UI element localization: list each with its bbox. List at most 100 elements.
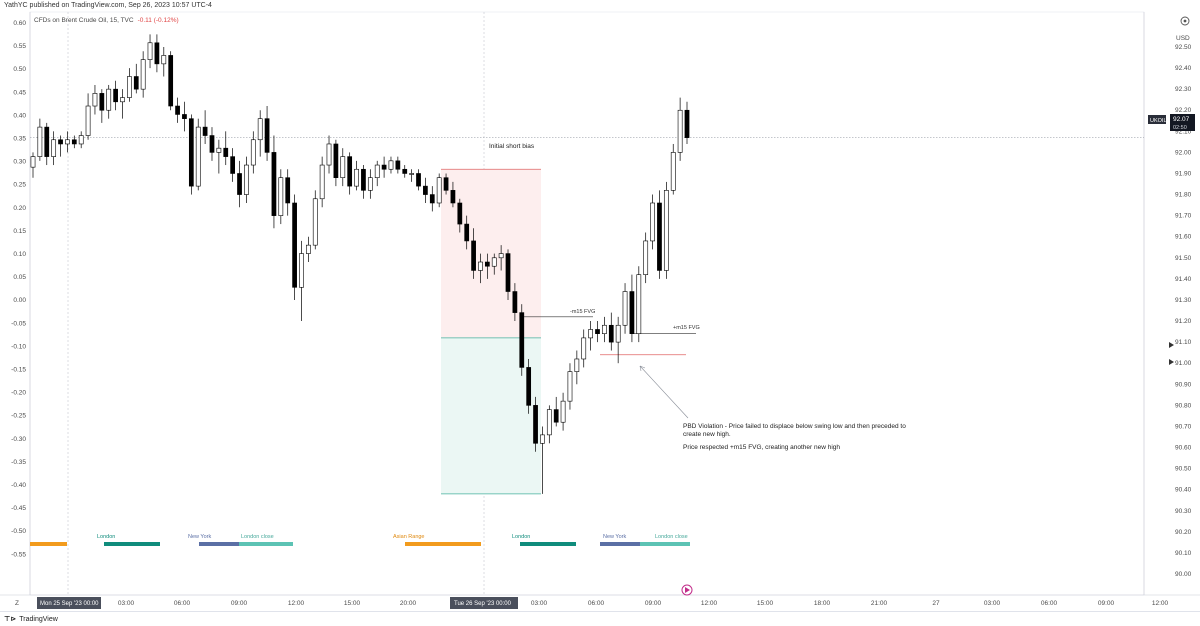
candle[interactable] bbox=[333, 139, 339, 187]
candle[interactable] bbox=[30, 152, 36, 178]
candle[interactable] bbox=[340, 148, 346, 187]
candle[interactable] bbox=[361, 165, 366, 199]
candle[interactable] bbox=[423, 177, 428, 203]
footer-brand[interactable]: TradingView bbox=[19, 616, 58, 623]
candle[interactable] bbox=[505, 249, 511, 300]
candle[interactable] bbox=[292, 194, 297, 300]
candle[interactable] bbox=[381, 156, 387, 178]
candle[interactable] bbox=[567, 363, 573, 410]
left-percent-axis[interactable]: 0.60 0.55 0.50 0.45 0.40 0.35 0.30 0.25 0.20 0.15… bbox=[11, 20, 26, 558]
candle[interactable] bbox=[622, 283, 628, 334]
candle[interactable] bbox=[319, 156, 325, 208]
candle[interactable] bbox=[195, 118, 201, 191]
candle[interactable] bbox=[443, 173, 449, 195]
candle[interactable] bbox=[99, 89, 105, 123]
candle[interactable] bbox=[546, 405, 552, 444]
candle[interactable] bbox=[588, 321, 593, 351]
alert-marker-icon[interactable] bbox=[1169, 342, 1174, 348]
candle[interactable] bbox=[202, 110, 208, 144]
candle[interactable] bbox=[643, 232, 649, 284]
candle[interactable] bbox=[223, 131, 229, 166]
timezone-label[interactable]: Z bbox=[15, 600, 19, 607]
candle[interactable] bbox=[670, 143, 676, 195]
candle[interactable] bbox=[113, 80, 118, 111]
candle[interactable] bbox=[450, 181, 456, 208]
candle[interactable] bbox=[636, 266, 642, 343]
candle[interactable] bbox=[484, 253, 490, 279]
candle[interactable] bbox=[175, 97, 180, 123]
candle[interactable] bbox=[457, 198, 463, 233]
candle[interactable] bbox=[478, 253, 483, 284]
candle[interactable] bbox=[367, 169, 373, 199]
tradingview-logo-icon[interactable]: ⊤⊳ bbox=[4, 616, 17, 623]
candle[interactable] bbox=[133, 63, 139, 94]
candle[interactable] bbox=[188, 114, 194, 195]
candle[interactable] bbox=[216, 139, 222, 174]
candle[interactable] bbox=[285, 169, 291, 216]
candle[interactable] bbox=[608, 312, 614, 351]
candle[interactable] bbox=[436, 173, 442, 208]
time-axis[interactable]: Z Mon 25 Sep '23 00:00 Tue 26 Sep '23 00… bbox=[15, 597, 1169, 609]
candle[interactable] bbox=[299, 240, 304, 322]
candle[interactable] bbox=[140, 51, 146, 98]
candle[interactable] bbox=[409, 169, 414, 182]
gear-button[interactable] bbox=[1180, 16, 1190, 26]
candle[interactable] bbox=[650, 194, 655, 250]
candle[interactable] bbox=[278, 169, 284, 225]
candle[interactable] bbox=[684, 101, 690, 144]
candle[interactable] bbox=[416, 169, 421, 191]
replay-button[interactable] bbox=[681, 584, 693, 596]
candle[interactable] bbox=[512, 283, 518, 322]
candle[interactable] bbox=[237, 160, 242, 208]
candle[interactable] bbox=[161, 47, 167, 77]
candle[interactable] bbox=[209, 127, 215, 161]
candlestick-series[interactable] bbox=[30, 34, 690, 494]
candle[interactable] bbox=[326, 135, 332, 174]
candle[interactable] bbox=[491, 253, 497, 275]
candle[interactable] bbox=[244, 156, 249, 203]
candle[interactable] bbox=[429, 186, 435, 212]
candle[interactable] bbox=[230, 148, 236, 182]
candle[interactable] bbox=[388, 156, 394, 174]
candle[interactable] bbox=[182, 101, 187, 132]
candle[interactable] bbox=[264, 106, 270, 161]
chart-plot-area[interactable] bbox=[29, 11, 1145, 596]
candle[interactable] bbox=[615, 316, 621, 364]
candle[interactable] bbox=[374, 160, 380, 187]
candle[interactable] bbox=[312, 190, 318, 250]
candle[interactable] bbox=[395, 156, 401, 174]
candle[interactable] bbox=[85, 93, 91, 140]
candle[interactable] bbox=[347, 152, 353, 195]
candle[interactable] bbox=[306, 236, 311, 263]
candle[interactable] bbox=[526, 358, 532, 414]
candle[interactable] bbox=[464, 215, 470, 250]
candle[interactable] bbox=[498, 245, 504, 271]
candle[interactable] bbox=[560, 392, 566, 431]
candle[interactable] bbox=[37, 118, 43, 161]
right-price-axis[interactable]: 92.50 92.40 92.30 92.20 92.10 92.00 91.90 91.80… bbox=[1175, 44, 1192, 578]
candle[interactable] bbox=[553, 396, 559, 427]
short-bias-zone[interactable]: Initial short bias bbox=[441, 143, 541, 495]
candle[interactable] bbox=[168, 51, 174, 111]
candle[interactable] bbox=[250, 131, 256, 174]
candle[interactable] bbox=[120, 89, 125, 119]
candle[interactable] bbox=[533, 396, 538, 452]
candle[interactable] bbox=[71, 135, 77, 149]
candle[interactable] bbox=[257, 110, 263, 157]
symbol-legend[interactable]: CFDs on Brent Crude Oil, 15, TVC -0.11 (-… bbox=[34, 17, 179, 24]
candle[interactable] bbox=[44, 122, 50, 166]
candle[interactable] bbox=[127, 68, 132, 102]
candle[interactable] bbox=[471, 228, 476, 279]
currency-label[interactable]: USD bbox=[1176, 35, 1190, 42]
candle[interactable] bbox=[540, 426, 545, 494]
candle[interactable] bbox=[657, 190, 662, 279]
candle[interactable] bbox=[147, 34, 153, 69]
candle[interactable] bbox=[58, 135, 63, 157]
candle[interactable] bbox=[92, 84, 98, 115]
candle[interactable] bbox=[677, 97, 683, 161]
candle[interactable] bbox=[574, 350, 580, 385]
candle[interactable] bbox=[663, 181, 669, 279]
candle[interactable] bbox=[402, 165, 408, 178]
candle[interactable] bbox=[595, 321, 600, 343]
